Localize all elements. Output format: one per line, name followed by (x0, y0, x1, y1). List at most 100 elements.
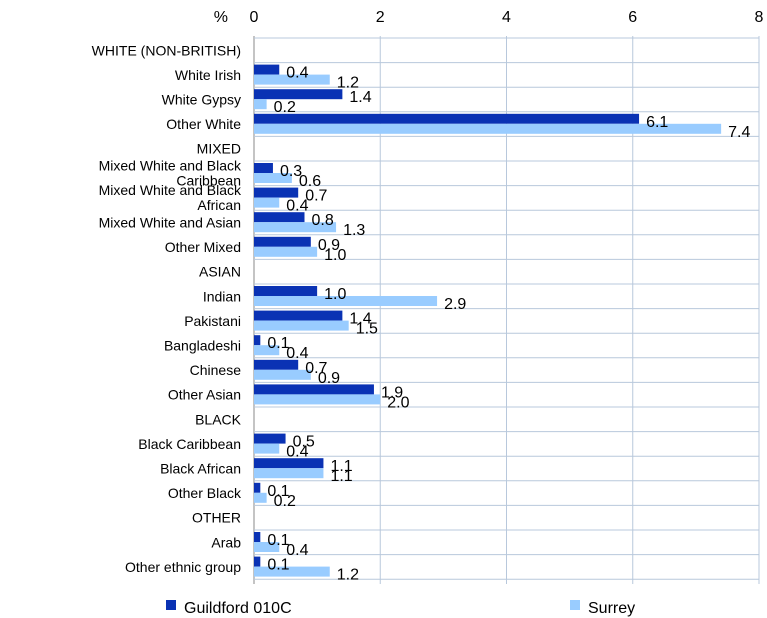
legend-label-guildford: Guildford 010C (184, 600, 292, 617)
category-label: Black African (160, 461, 241, 477)
category-label: Bangladeshi (164, 338, 241, 354)
value-labels: 0.41.46.10.30.70.80.91.01.40.10.71.90.51… (267, 65, 750, 584)
value-label-surrey: 1.2 (337, 75, 359, 92)
bar-guildford (254, 433, 286, 444)
category-label: Chinese (190, 362, 242, 378)
value-label-guildford: 6.1 (646, 114, 668, 131)
category-labels: WHITE (NON-BRITISH) White Irish White Gyps… (92, 42, 242, 575)
legend: Guildford 010C Surrey (166, 600, 635, 617)
category-label: Other Mixed (165, 239, 241, 255)
category-label: Mixed White and Asian (99, 215, 241, 231)
value-label-guildford: 0.3 (280, 163, 302, 180)
bar-surrey (254, 468, 324, 479)
bar-surrey (254, 99, 267, 110)
legend-swatch-guildford (166, 600, 176, 610)
bar-guildford (254, 458, 324, 469)
bar-guildford (254, 359, 299, 370)
category-label: Other White (166, 116, 241, 132)
bar-surrey (254, 492, 267, 503)
value-label-surrey: 7.4 (728, 124, 750, 141)
value-label-surrey: 1.0 (324, 247, 346, 264)
value-label-guildford: 0.1 (267, 557, 289, 574)
grid-lines (253, 36, 760, 584)
bar-surrey (254, 345, 280, 356)
category-label: Mixed White and Black African (99, 182, 242, 213)
bar-guildford (254, 163, 273, 173)
value-label-guildford: 0.7 (305, 360, 327, 377)
value-label-surrey: 1.1 (330, 468, 352, 485)
unit-label: % (214, 9, 228, 26)
bar-guildford (254, 212, 305, 223)
value-label-guildford: 1.9 (381, 384, 403, 401)
value-label-guildford: 1.0 (324, 286, 346, 303)
bar-surrey (254, 296, 438, 306)
bar-surrey (254, 542, 280, 552)
legend-swatch-surrey (570, 600, 580, 610)
category-group-header: MIXED (197, 141, 241, 157)
bar-surrey (254, 173, 292, 183)
value-label-surrey: 0.4 (286, 542, 308, 559)
x-tick-label: 0 (250, 9, 259, 26)
value-label-guildford: 0.8 (312, 212, 334, 229)
x-tick-label: 2 (376, 9, 385, 26)
bar-guildford (254, 236, 311, 247)
category-group-header: BLACK (195, 411, 242, 427)
value-label-surrey: 0.6 (299, 173, 321, 190)
category-group-header: WHITE (NON-BRITISH) (92, 42, 241, 58)
legend-label-surrey: Surrey (588, 600, 635, 617)
value-label-guildford: 0.1 (267, 483, 289, 500)
bar-surrey (254, 222, 337, 233)
value-label-surrey: 0.9 (318, 370, 340, 387)
x-tick-label: 4 (502, 9, 511, 26)
value-label-guildford: 0.1 (267, 335, 289, 352)
bar-surrey (254, 246, 318, 257)
bar-guildford (254, 482, 261, 493)
value-label-surrey: 2.9 (444, 296, 466, 313)
bar-guildford (254, 113, 640, 124)
bar-surrey (254, 123, 722, 134)
category-label: White Gypsy (162, 92, 241, 108)
category-group-header: ASIAN (199, 264, 241, 280)
bar-guildford (254, 556, 261, 567)
category-label: Arab (211, 534, 241, 550)
value-label-surrey: 1.3 (343, 222, 365, 239)
bar-surrey (254, 369, 311, 380)
value-label-surrey: 0.4 (286, 444, 308, 461)
category-label: Other ethnic group (125, 559, 241, 575)
bar-guildford (254, 335, 261, 346)
category-label: Other Black (168, 485, 242, 501)
category-label: White Irish (175, 67, 241, 83)
x-tick-label: 6 (628, 9, 637, 26)
category-label: Mixed White and Black Caribbean (99, 157, 242, 188)
value-label-guildford: 0.4 (286, 65, 308, 82)
x-tick-label: 8 (755, 9, 764, 26)
category-label: Pakistani (184, 313, 241, 329)
bar-surrey (254, 394, 381, 405)
bar-guildford (254, 64, 280, 75)
value-label-guildford: 0.7 (305, 188, 327, 205)
category-label: Other Asian (168, 387, 241, 403)
value-label-guildford: 0.5 (293, 434, 315, 451)
category-label: Indian (203, 288, 241, 304)
bar-guildford (254, 89, 343, 100)
bar-surrey (254, 566, 330, 577)
x-tick-labels: 0 2 4 6 8 (250, 9, 764, 26)
bar-guildford (254, 187, 299, 198)
value-label-guildford: 0.9 (318, 237, 340, 254)
bar-guildford (254, 310, 343, 321)
bar-guildford (254, 532, 261, 542)
value-label-surrey: 1.5 (356, 321, 378, 338)
bar-surrey (254, 197, 280, 208)
value-label-surrey: 1.2 (337, 567, 359, 584)
value-label-guildford: 1.4 (349, 311, 371, 328)
value-label-surrey: 0.4 (286, 198, 308, 215)
value-label-surrey: 0.2 (274, 493, 296, 510)
value-label-surrey: 0.4 (286, 345, 308, 362)
bar-guildford (254, 384, 374, 395)
value-label-surrey: 2.0 (387, 394, 409, 411)
bar-surrey (254, 443, 280, 454)
bars (254, 64, 722, 577)
value-label-guildford: 0.1 (267, 532, 289, 549)
value-label-guildford: 1.4 (349, 89, 371, 106)
